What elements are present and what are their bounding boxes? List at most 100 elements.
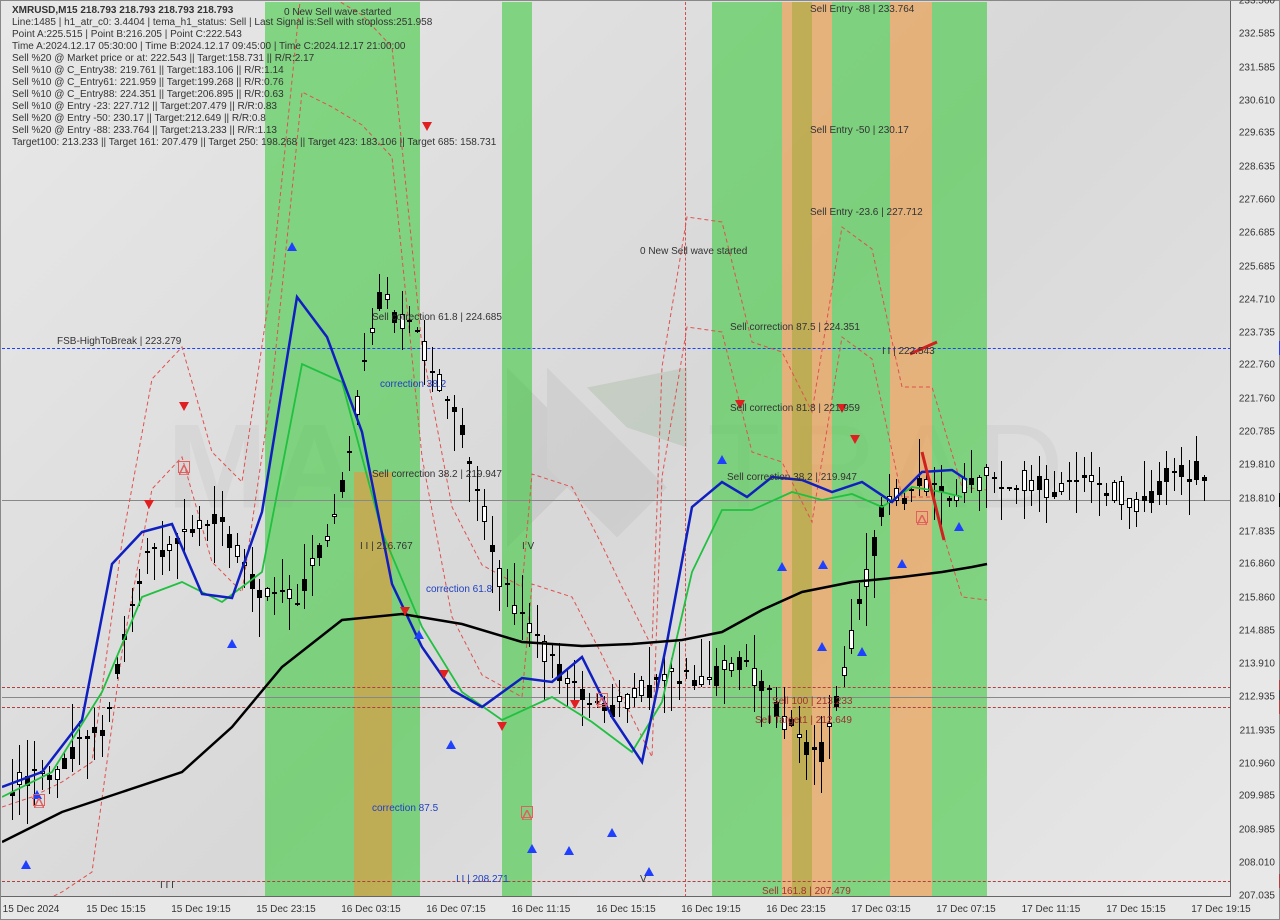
y-tick-label: 221.760 xyxy=(1239,394,1275,405)
x-tick-label: 16 Dec 19:15 xyxy=(681,904,741,915)
up-arrow-icon xyxy=(446,740,456,749)
chart-annotation: Sell correction 81.8 | 221.959 xyxy=(730,403,860,414)
x-tick-label: 17 Dec 07:15 xyxy=(936,904,996,915)
line-label: FSB-HighToBreak | 223.279 xyxy=(57,336,181,347)
down-arrow-icon xyxy=(422,122,432,131)
x-tick-label: 17 Dec 19:15 xyxy=(1191,904,1251,915)
up-arrow-icon xyxy=(954,522,964,531)
chart-annotation: Sell 100 | 213.233 xyxy=(772,696,852,707)
up-arrow-icon xyxy=(817,642,827,651)
info-line-12: Target100: 213.233 || Target 161: 207.47… xyxy=(12,137,496,148)
x-tick-label: 15 Dec 2024 xyxy=(3,904,60,915)
up-arrow-icon xyxy=(897,559,907,568)
info-line-10: Sell %20 @ Entry -50: 230.17 || Target:2… xyxy=(12,113,266,124)
x-tick-label: 16 Dec 15:15 xyxy=(596,904,656,915)
y-tick-label: 211.935 xyxy=(1240,725,1275,736)
y-tick-label: 230.610 xyxy=(1239,95,1275,106)
chart-annotation: V xyxy=(640,874,647,885)
up-arrow-icon xyxy=(414,630,424,639)
down-arrow-icon xyxy=(179,402,189,411)
chart-area[interactable]: MA TRADE FSB-HighToBreak | 223.279 xyxy=(2,2,1231,897)
x-tick-label: 16 Dec 11:15 xyxy=(512,904,571,915)
y-tick-label: 223.735 xyxy=(1239,327,1275,338)
down-arrow-icon xyxy=(850,435,860,444)
info-line-6: Sell %10 @ C_Entry38: 219.761 || Target:… xyxy=(12,65,284,76)
chart-annotation: 0 New Sell wave started xyxy=(640,246,747,257)
chart-annotation: correction 87.5 xyxy=(372,803,438,814)
y-tick-label: 218.810 xyxy=(1239,493,1275,504)
y-tick-label: 212.935 xyxy=(1239,691,1275,702)
y-tick-label: 213.910 xyxy=(1239,659,1275,670)
up-arrow-icon xyxy=(607,828,617,837)
x-tick-label: 16 Dec 23:15 xyxy=(766,904,826,915)
y-tick-label: 207.035 xyxy=(1239,891,1275,902)
y-tick-label: 215.860 xyxy=(1239,593,1275,604)
up-outline-arrow-icon xyxy=(522,807,532,817)
symbol-title: XMRUSD,M15 218.793 218.793 218.793 218.7… xyxy=(12,5,233,16)
up-outline-arrow-icon xyxy=(597,694,607,704)
info-line-9: Sell %10 @ Entry -23: 227.712 || Target:… xyxy=(12,101,277,112)
x-axis: 15 Dec 2024 15 Dec 15:15 15 Dec 19:15 15 De… xyxy=(1,896,1231,919)
info-line-4: Time A:2024.12.17 05:30:00 | Time B:2024… xyxy=(12,41,405,52)
y-tick-label: 210.960 xyxy=(1239,758,1275,769)
chart-annotation: I V xyxy=(522,541,534,552)
chart-annotation: Sell correction 87.5 | 224.351 xyxy=(730,322,860,333)
x-tick-label: 15 Dec 15:15 xyxy=(86,904,146,915)
y-tick-label: 219.810 xyxy=(1239,459,1275,470)
up-arrow-icon xyxy=(21,860,31,869)
vertical-line xyxy=(685,2,686,897)
horizontal-line xyxy=(2,707,1231,708)
green-zone xyxy=(932,2,987,897)
y-tick-label: 208.985 xyxy=(1239,825,1275,836)
horizontal-line xyxy=(2,687,1231,688)
green-zone xyxy=(712,2,782,897)
y-tick-label: 214.885 xyxy=(1239,626,1275,637)
info-line-11: Sell %20 @ Entry -88: 233.764 || Target:… xyxy=(12,125,277,136)
up-arrow-icon xyxy=(777,562,787,571)
chart-annotation: Sell Target1 | 212.649 xyxy=(755,715,852,726)
orange-zone xyxy=(890,2,932,897)
info-line-8: Sell %10 @ C_Entry88: 224.351 || Target:… xyxy=(12,89,284,100)
chart-container: MA TRADE FSB-HighToBreak | 223.279 xyxy=(0,0,1280,920)
chart-annotation: Sell correction 61.8 | 224.685 xyxy=(372,312,502,323)
x-tick-label: 17 Dec 03:15 xyxy=(851,904,911,915)
up-arrow-icon xyxy=(227,639,237,648)
y-tick-label: 228.635 xyxy=(1239,162,1275,173)
chart-annotation: Sell correction 38.2 | 219.947 xyxy=(372,469,502,480)
y-tick-label: 231.585 xyxy=(1239,62,1275,73)
info-line-2: Line:1485 | h1_atr_c0: 3.4404 | tema_h1_… xyxy=(12,17,432,28)
orange-zone xyxy=(354,472,392,897)
up-arrow-icon xyxy=(287,242,297,251)
y-tick-label: 229.635 xyxy=(1239,128,1275,139)
chart-annotation: correction 61.8 xyxy=(426,584,492,595)
up-arrow-icon xyxy=(527,844,537,853)
up-arrow-icon xyxy=(564,846,574,855)
info-line-3: Point A:225.515 | Point B:216.205 | Poin… xyxy=(12,29,242,40)
down-arrow-icon xyxy=(570,700,580,709)
green-zone xyxy=(832,2,890,897)
down-arrow-icon xyxy=(497,722,507,731)
up-arrow-icon xyxy=(857,647,867,656)
x-tick-label: 15 Dec 23:15 xyxy=(256,904,316,915)
down-arrow-icon xyxy=(400,607,410,616)
x-tick-label: 15 Dec 19:15 xyxy=(171,904,231,915)
up-outline-arrow-icon xyxy=(917,512,927,522)
up-outline-arrow-icon xyxy=(179,462,189,472)
horizontal-line xyxy=(2,881,1231,882)
up-outline-arrow-icon xyxy=(34,795,44,805)
y-tick-label: 225.685 xyxy=(1239,261,1275,272)
y-tick-label: 217.835 xyxy=(1239,526,1275,537)
chart-annotation: I I | 216.767 xyxy=(360,541,413,552)
chart-annotation: Sell Entry -23.6 | 227.712 xyxy=(810,207,923,218)
x-tick-label: 17 Dec 15:15 xyxy=(1106,904,1166,915)
up-arrow-icon xyxy=(717,455,727,464)
y-tick-label: 209.985 xyxy=(1239,791,1275,802)
y-axis: 233.560232.585231.585230.610229.635228.6… xyxy=(1230,1,1279,897)
chart-annotation: Sell Entry -88 | 233.764 xyxy=(810,4,914,15)
horizontal-line xyxy=(2,348,1231,349)
chart-annotation: Sell Entry -50 | 230.17 xyxy=(810,125,909,136)
x-tick-label: 16 Dec 07:15 xyxy=(426,904,486,915)
y-tick-label: 216.860 xyxy=(1239,559,1275,570)
down-arrow-icon xyxy=(144,500,154,509)
y-tick-label: 232.585 xyxy=(1239,28,1275,39)
